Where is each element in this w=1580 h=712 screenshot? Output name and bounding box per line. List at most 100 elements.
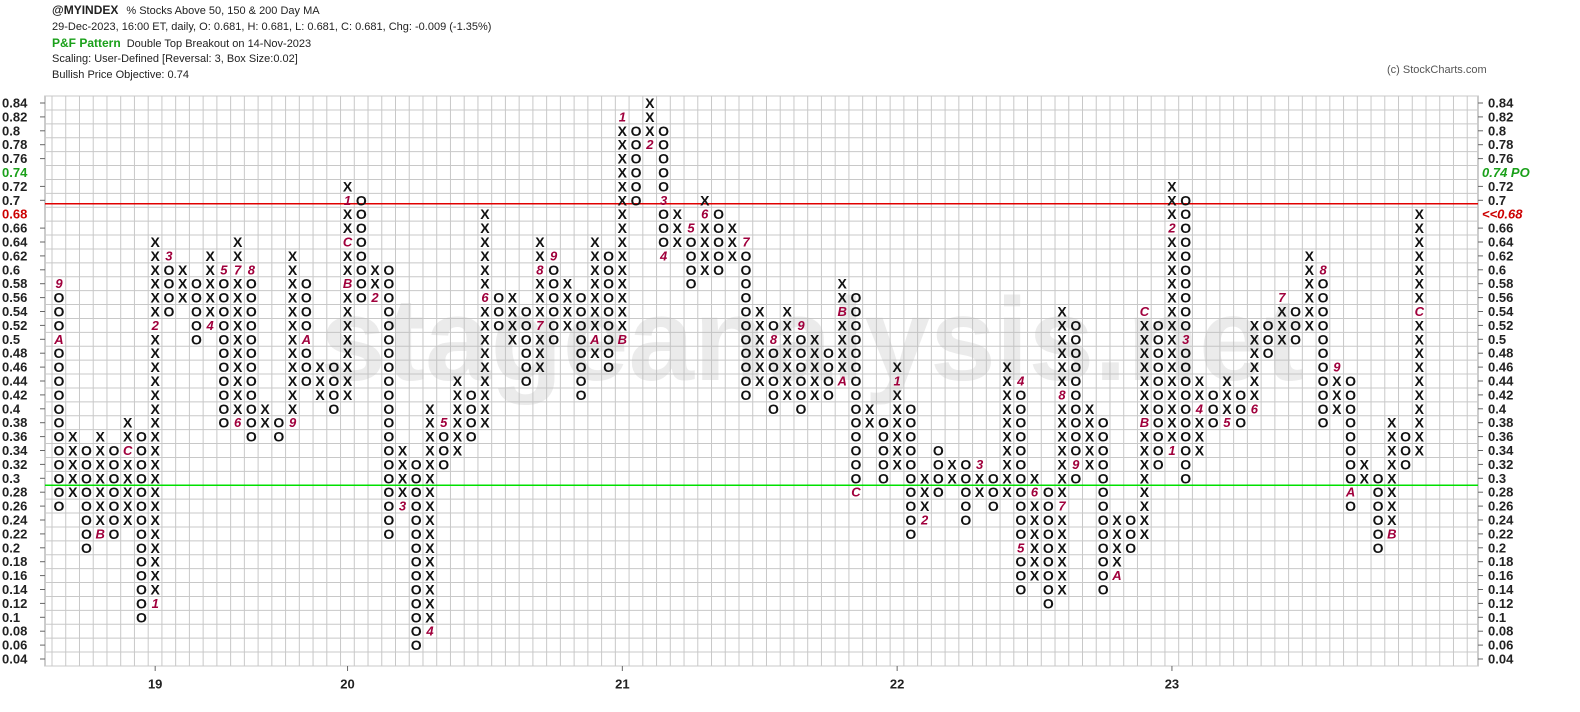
o-box: O <box>383 526 394 542</box>
x-box: X <box>288 290 298 306</box>
x-box: X <box>1277 317 1287 333</box>
x-box: X <box>1085 415 1095 431</box>
month-mark: 7 <box>1058 499 1066 514</box>
x-box: X <box>315 373 325 389</box>
y-tick-label: 0.78 <box>1488 137 1513 152</box>
month-mark: B <box>837 304 846 319</box>
o-box: O <box>466 415 477 431</box>
o-box: O <box>603 276 614 292</box>
o-box: O <box>878 443 889 459</box>
month-mark: 6 <box>481 290 489 305</box>
x-box: X <box>1415 220 1425 236</box>
o-box: O <box>1043 526 1054 542</box>
o-box: O <box>136 512 147 528</box>
x-box: X <box>1030 554 1040 570</box>
o-box: O <box>1180 345 1191 361</box>
x-box: X <box>288 276 298 292</box>
x-box: X <box>205 262 215 278</box>
o-box: O <box>1153 359 1164 375</box>
x-box: X <box>783 345 793 361</box>
x-box: X <box>1167 387 1177 403</box>
x-box: X <box>343 345 353 361</box>
o-box: O <box>850 429 861 445</box>
x-box: X <box>1167 262 1177 278</box>
o-box: O <box>1180 317 1191 333</box>
x-box: X <box>1057 484 1067 500</box>
x-box: X <box>810 359 820 375</box>
x-box: X <box>288 359 298 375</box>
o-box: O <box>796 331 807 347</box>
x-box: X <box>233 304 243 320</box>
o-box: O <box>548 304 559 320</box>
y-tick-label: 0.64 <box>1488 235 1514 250</box>
o-box: O <box>850 373 861 389</box>
x-box: X <box>425 554 435 570</box>
o-box: O <box>741 359 752 375</box>
x-box: X <box>1415 387 1425 403</box>
x-box: X <box>151 470 161 486</box>
o-box: O <box>1070 429 1081 445</box>
x-box: X <box>151 456 161 472</box>
o-box: O <box>905 415 916 431</box>
month-mark: 6 <box>701 207 709 222</box>
x-box: X <box>480 262 490 278</box>
x-box: X <box>1167 248 1177 264</box>
x-box: X <box>1057 401 1067 417</box>
x-box: X <box>865 415 875 431</box>
x-box: X <box>233 317 243 333</box>
x-box: X <box>1140 526 1150 542</box>
o-box: O <box>191 290 202 306</box>
o-box: O <box>796 387 807 403</box>
x-box: X <box>343 178 353 194</box>
x-box: X <box>1140 317 1150 333</box>
x-box: X <box>1140 401 1150 417</box>
month-mark: C <box>343 235 353 250</box>
o-box: O <box>548 262 559 278</box>
x-box: X <box>205 276 215 292</box>
x-box: X <box>480 345 490 361</box>
o-box: O <box>246 304 257 320</box>
x-box: X <box>480 276 490 292</box>
o-box: O <box>383 484 394 500</box>
x-box: X <box>755 373 765 389</box>
o-box: O <box>301 373 312 389</box>
o-box: O <box>1098 484 1109 500</box>
x-box: X <box>96 443 106 459</box>
o-box: O <box>1318 387 1329 403</box>
o-box: O <box>603 359 614 375</box>
x-box: X <box>1140 443 1150 459</box>
o-box: O <box>1318 359 1329 375</box>
x-box: X <box>151 443 161 459</box>
o-box: O <box>466 429 477 445</box>
x-box: X <box>1250 359 1260 375</box>
x-box: X <box>151 345 161 361</box>
o-box: O <box>54 456 65 472</box>
o-box: O <box>548 331 559 347</box>
y-tick-label: 0.36 <box>1488 429 1513 444</box>
o-box: O <box>356 276 367 292</box>
o-box: O <box>411 498 422 514</box>
x-box: X <box>508 331 518 347</box>
o-box: O <box>1180 429 1191 445</box>
o-box: O <box>218 276 229 292</box>
x-box: X <box>123 470 133 486</box>
x-box: X <box>1085 401 1095 417</box>
x-box: X <box>618 248 628 264</box>
y-tick-label: 0.6 <box>2 262 20 277</box>
o-box: O <box>548 276 559 292</box>
y-tick-label: 0.66 <box>1488 221 1513 236</box>
x-box: X <box>151 484 161 500</box>
x-box: X <box>1030 540 1040 556</box>
o-box: O <box>1208 401 1219 417</box>
x-box: X <box>425 512 435 528</box>
x-box: X <box>1140 345 1150 361</box>
x-box: X <box>673 234 683 250</box>
x-box: X <box>1415 331 1425 347</box>
x-box: X <box>151 401 161 417</box>
o-box: O <box>686 248 697 264</box>
x-box: X <box>233 248 243 264</box>
o-box: O <box>1345 470 1356 486</box>
o-box: O <box>383 304 394 320</box>
x-box: X <box>1250 345 1260 361</box>
x-box: X <box>810 373 820 389</box>
